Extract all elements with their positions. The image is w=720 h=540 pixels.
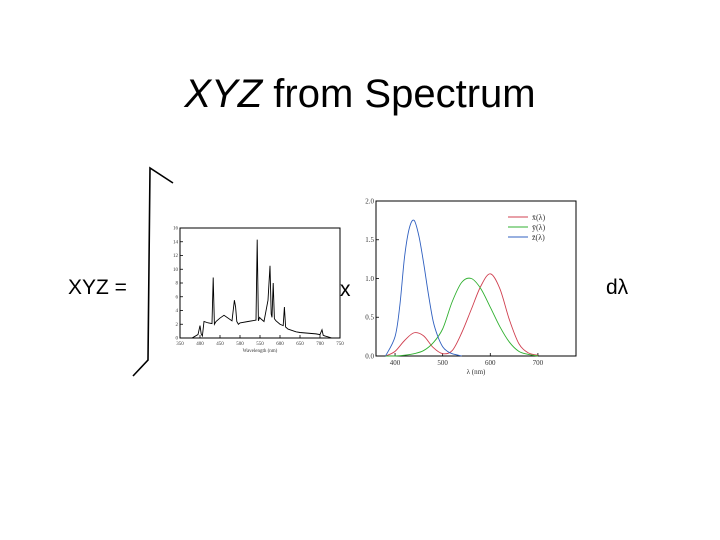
legend-label-2: ȳ(λ)	[532, 223, 546, 232]
times-label: x	[340, 278, 351, 301]
x-tick-label: 700	[533, 359, 544, 367]
series-line-2	[385, 277, 538, 357]
x-tick-label: 500	[236, 342, 244, 347]
series-line-3	[385, 219, 462, 357]
y-tick-label: 1.5	[365, 236, 374, 244]
x-tick-label: 600	[276, 342, 284, 347]
y-tick-label: 4	[176, 309, 179, 314]
legend-label-1: x̄(λ)	[532, 213, 546, 222]
y-tick-label: 2.0	[365, 197, 374, 205]
y-tick-label: 16	[173, 227, 179, 232]
slide-title: XYZ from Spectrum	[0, 68, 720, 120]
title-rest: from Spectrum	[262, 72, 536, 116]
x-tick-label: 400	[390, 359, 401, 367]
series-line-1	[180, 239, 333, 339]
y-tick-label: 8	[176, 282, 179, 287]
y-tick-label: 6	[176, 295, 179, 300]
x-tick-label: 500	[437, 359, 448, 367]
x-axis-label: Wavelength (nm)	[243, 349, 278, 354]
dlambda-label: dλ	[606, 276, 629, 299]
color-matching-chart: 400 500 600 700 0.0 0.5 1.0 1.5 2.0 λ (nm) x̄(λ)ȳ(…	[365, 197, 577, 376]
x-tick-label: 550	[256, 342, 264, 347]
spectrum-chart: 350 400 450 500 550 600 650 700 750 0 2 4 6 8 10 12 14 16…	[173, 227, 344, 354]
x-tick-label: 650	[296, 342, 304, 347]
x-tick-label: 400	[196, 342, 204, 347]
legend-label-3: z̄(λ)	[532, 233, 545, 242]
y-tick-label: 12	[173, 254, 179, 259]
x-axis-label: λ (nm)	[467, 368, 486, 376]
y-tick-label: 0	[176, 337, 179, 342]
x-tick-label: 700	[316, 342, 324, 347]
y-tick-label: 0.5	[365, 314, 374, 322]
y-tick-label: 2	[176, 323, 179, 328]
x-tick-label: 600	[485, 359, 496, 367]
y-tick-label: 1.0	[365, 275, 374, 283]
y-tick-label: 0.0	[365, 352, 374, 360]
plot-frame	[375, 200, 577, 357]
y-tick-label: 10	[173, 268, 179, 273]
title-italic: XYZ	[184, 72, 263, 116]
x-tick-label: 750	[336, 342, 344, 347]
series-line-1	[385, 273, 539, 357]
x-tick-label: 350	[176, 342, 184, 347]
xyz-equals-label: XYZ =	[68, 276, 127, 299]
x-tick-label: 450	[216, 342, 224, 347]
y-tick-label: 14	[173, 240, 179, 245]
